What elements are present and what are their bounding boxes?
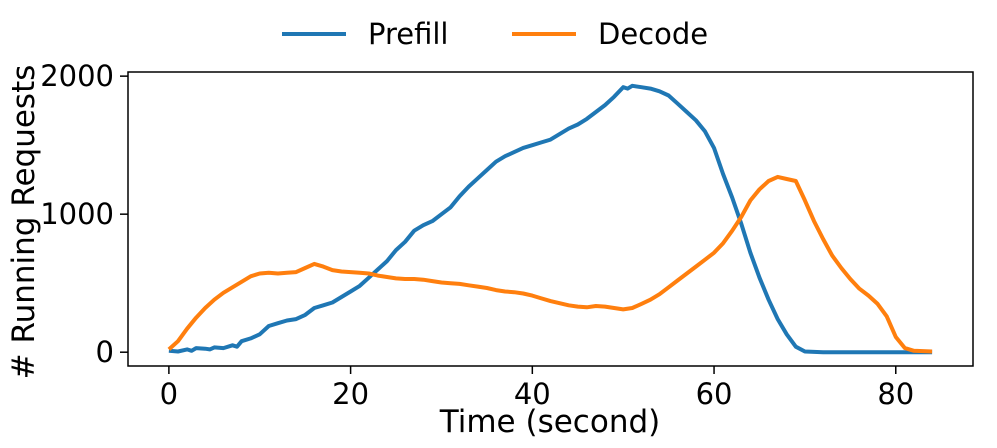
legend: Prefill Decode — [282, 17, 708, 51]
y-tick-label: 2000 — [40, 59, 114, 93]
x-axis-label: Time (second) — [439, 404, 660, 440]
y-tick-label: 1000 — [40, 197, 114, 231]
x-tick-label: 60 — [696, 377, 733, 411]
legend-label-prefill: Prefill — [368, 17, 449, 51]
series-layer — [167, 83, 933, 355]
x-tick-label: 40 — [514, 377, 551, 411]
ticks-layer: 0 20 40 60 80 0 1000 2000 — [40, 59, 914, 411]
x-tick-label: 20 — [332, 377, 369, 411]
legend-label-decode: Decode — [598, 17, 708, 51]
x-tick-label: 0 — [160, 377, 178, 411]
y-tick-label: 0 — [96, 335, 114, 369]
series-line-decode — [167, 174, 933, 354]
plot-area-frame — [127, 71, 974, 367]
x-tick-label: 80 — [877, 377, 914, 411]
y-axis-label: # Running Requests — [6, 65, 42, 380]
series-line-prefill — [168, 83, 933, 355]
